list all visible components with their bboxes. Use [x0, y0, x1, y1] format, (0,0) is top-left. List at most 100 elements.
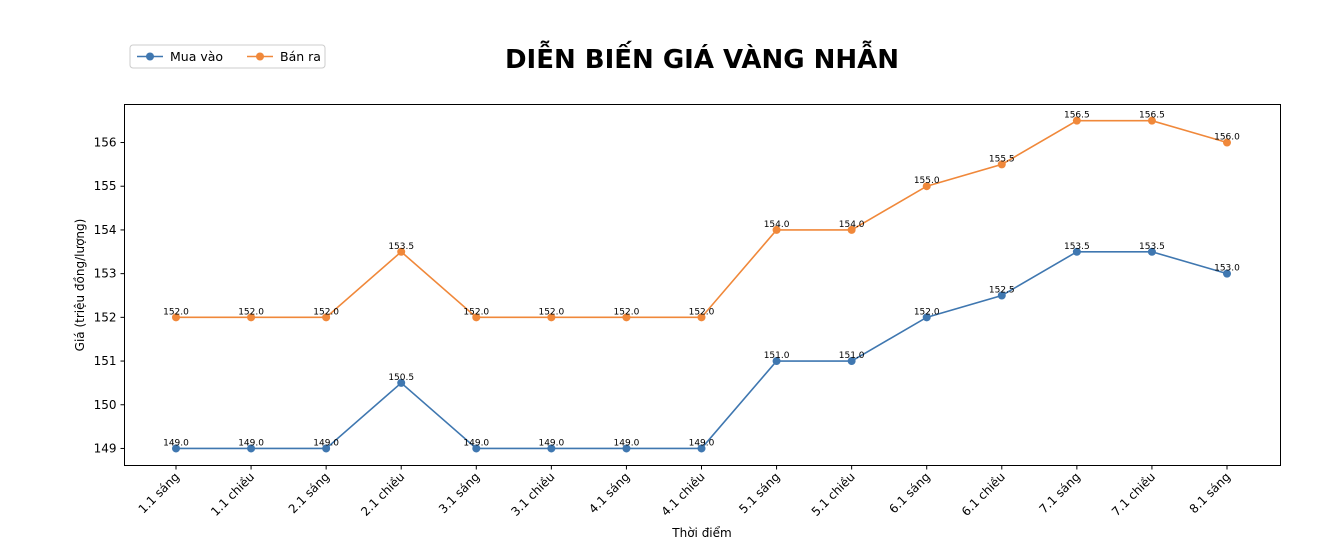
data-label: 152.0	[163, 307, 189, 317]
data-label: 149.0	[163, 438, 189, 448]
data-label: 156.0	[1214, 133, 1240, 143]
series-line	[176, 119, 1228, 319]
x-tick-label: 6.1 chiều	[959, 470, 1008, 519]
data-label: 153.5	[1139, 242, 1165, 252]
data-label: 153.5	[388, 242, 414, 252]
y-tick-label: 150	[94, 398, 117, 412]
y-tick-label: 156	[94, 136, 117, 150]
x-tick-label: 3.1 chiều	[508, 470, 557, 519]
data-label: 155.0	[914, 176, 940, 186]
legend-label: Bán ra	[280, 49, 321, 64]
data-point	[472, 444, 481, 453]
data-point	[1072, 116, 1081, 125]
series-mua-vao: 149.0 149.0 149.0 150.5 149.0 149.0 149.0 149.0…	[163, 242, 1240, 453]
x-axis-label: Thời điểm	[671, 526, 731, 540]
data-point	[697, 444, 706, 453]
series-line	[176, 250, 1228, 450]
x-tick-label: 1.1 sáng	[136, 470, 182, 516]
data-label: 149.0	[313, 438, 339, 448]
y-tick-label: 152	[94, 310, 117, 324]
data-point	[247, 444, 256, 453]
x-tick-label: 7.1 chiều	[1109, 470, 1158, 519]
x-tick-label: 6.1 sáng	[886, 470, 932, 516]
series-ban-ra: 152.0 152.0 152.0 153.5 152.0 152.0 152.0 152.0…	[163, 111, 1240, 322]
data-point	[997, 160, 1006, 169]
data-point	[622, 444, 631, 453]
data-label: 152.0	[313, 307, 339, 317]
data-label: 152.5	[989, 285, 1015, 295]
data-label: 151.0	[839, 351, 865, 361]
data-point	[922, 182, 931, 191]
x-tick-label: 1.1 chiều	[208, 470, 257, 519]
data-point	[772, 225, 781, 234]
data-point	[697, 313, 706, 322]
data-point	[547, 313, 556, 322]
data-point	[322, 313, 331, 322]
data-label: 153.5	[1064, 242, 1090, 252]
data-point	[847, 225, 856, 234]
data-point	[997, 291, 1006, 300]
x-tick-label: 7.1 sáng	[1036, 470, 1082, 516]
data-point	[472, 313, 481, 322]
data-label: 151.0	[764, 351, 790, 361]
data-point	[397, 378, 406, 387]
x-axis: 1.1 sáng 1.1 chiều 2.1 sáng 2.1 chiều 3.1 sá…	[136, 465, 1233, 519]
data-label: 152.0	[238, 307, 264, 317]
x-tick-label: 4.1 sáng	[586, 470, 632, 516]
x-tick-label: 2.1 sáng	[286, 470, 332, 516]
data-label: 152.0	[614, 307, 640, 317]
legend-marker	[146, 52, 154, 61]
data-point	[1223, 138, 1231, 147]
data-label: 149.0	[614, 438, 640, 448]
data-point	[1147, 116, 1156, 125]
data-point	[1223, 269, 1231, 278]
x-tick-label: 5.1 sáng	[736, 470, 782, 516]
data-point	[772, 357, 781, 366]
data-label: 156.5	[1064, 111, 1090, 121]
data-point	[547, 444, 556, 453]
data-label: 149.0	[463, 438, 489, 448]
x-tick-label: 2.1 chiều	[358, 470, 407, 519]
data-point	[247, 313, 256, 322]
x-tick-label: 3.1 sáng	[436, 470, 482, 516]
data-label: 149.0	[538, 438, 564, 448]
legend: Mua vào Bán ra	[129, 44, 326, 69]
data-label: 150.5	[388, 373, 414, 383]
data-label: 152.0	[463, 307, 489, 317]
legend-frame	[129, 44, 326, 69]
y-tick-label: 155	[94, 179, 117, 193]
y-tick-label: 154	[94, 223, 117, 237]
legend-marker	[256, 52, 264, 61]
plot-area	[124, 104, 1281, 466]
x-tick-label: 5.1 chiều	[809, 470, 858, 519]
data-point	[622, 313, 631, 322]
y-axis-label: Giá (triệu đồng/lượng)	[73, 219, 87, 352]
x-tick-label: 8.1 sáng	[1187, 470, 1233, 516]
data-point	[922, 313, 931, 322]
y-tick-label: 149	[94, 441, 117, 455]
data-label: 153.0	[1214, 264, 1240, 274]
data-point	[1072, 247, 1081, 256]
data-point	[1147, 247, 1156, 256]
y-tick-label: 153	[94, 267, 117, 281]
data-label: 149.0	[238, 438, 264, 448]
data-label: 154.0	[839, 220, 865, 230]
data-point	[172, 313, 180, 322]
data-point	[847, 357, 856, 366]
data-label: 152.0	[689, 307, 715, 317]
data-label: 154.0	[764, 220, 790, 230]
legend-label: Mua vào	[170, 49, 223, 64]
chart-title: DIỄN BIẾN GIÁ VÀNG NHẪN	[505, 39, 899, 75]
y-axis: 149 150 151 152 153 154 155 156	[94, 136, 125, 455]
data-label: 152.0	[914, 307, 940, 317]
data-label: 156.5	[1139, 111, 1165, 121]
data-point	[397, 247, 406, 256]
data-label: 149.0	[689, 438, 715, 448]
data-point	[172, 444, 180, 453]
data-point	[322, 444, 331, 453]
data-label: 155.5	[989, 154, 1015, 164]
x-tick-label: 4.1 chiều	[659, 470, 708, 519]
data-label: 152.0	[538, 307, 564, 317]
y-tick-label: 151	[94, 354, 117, 368]
